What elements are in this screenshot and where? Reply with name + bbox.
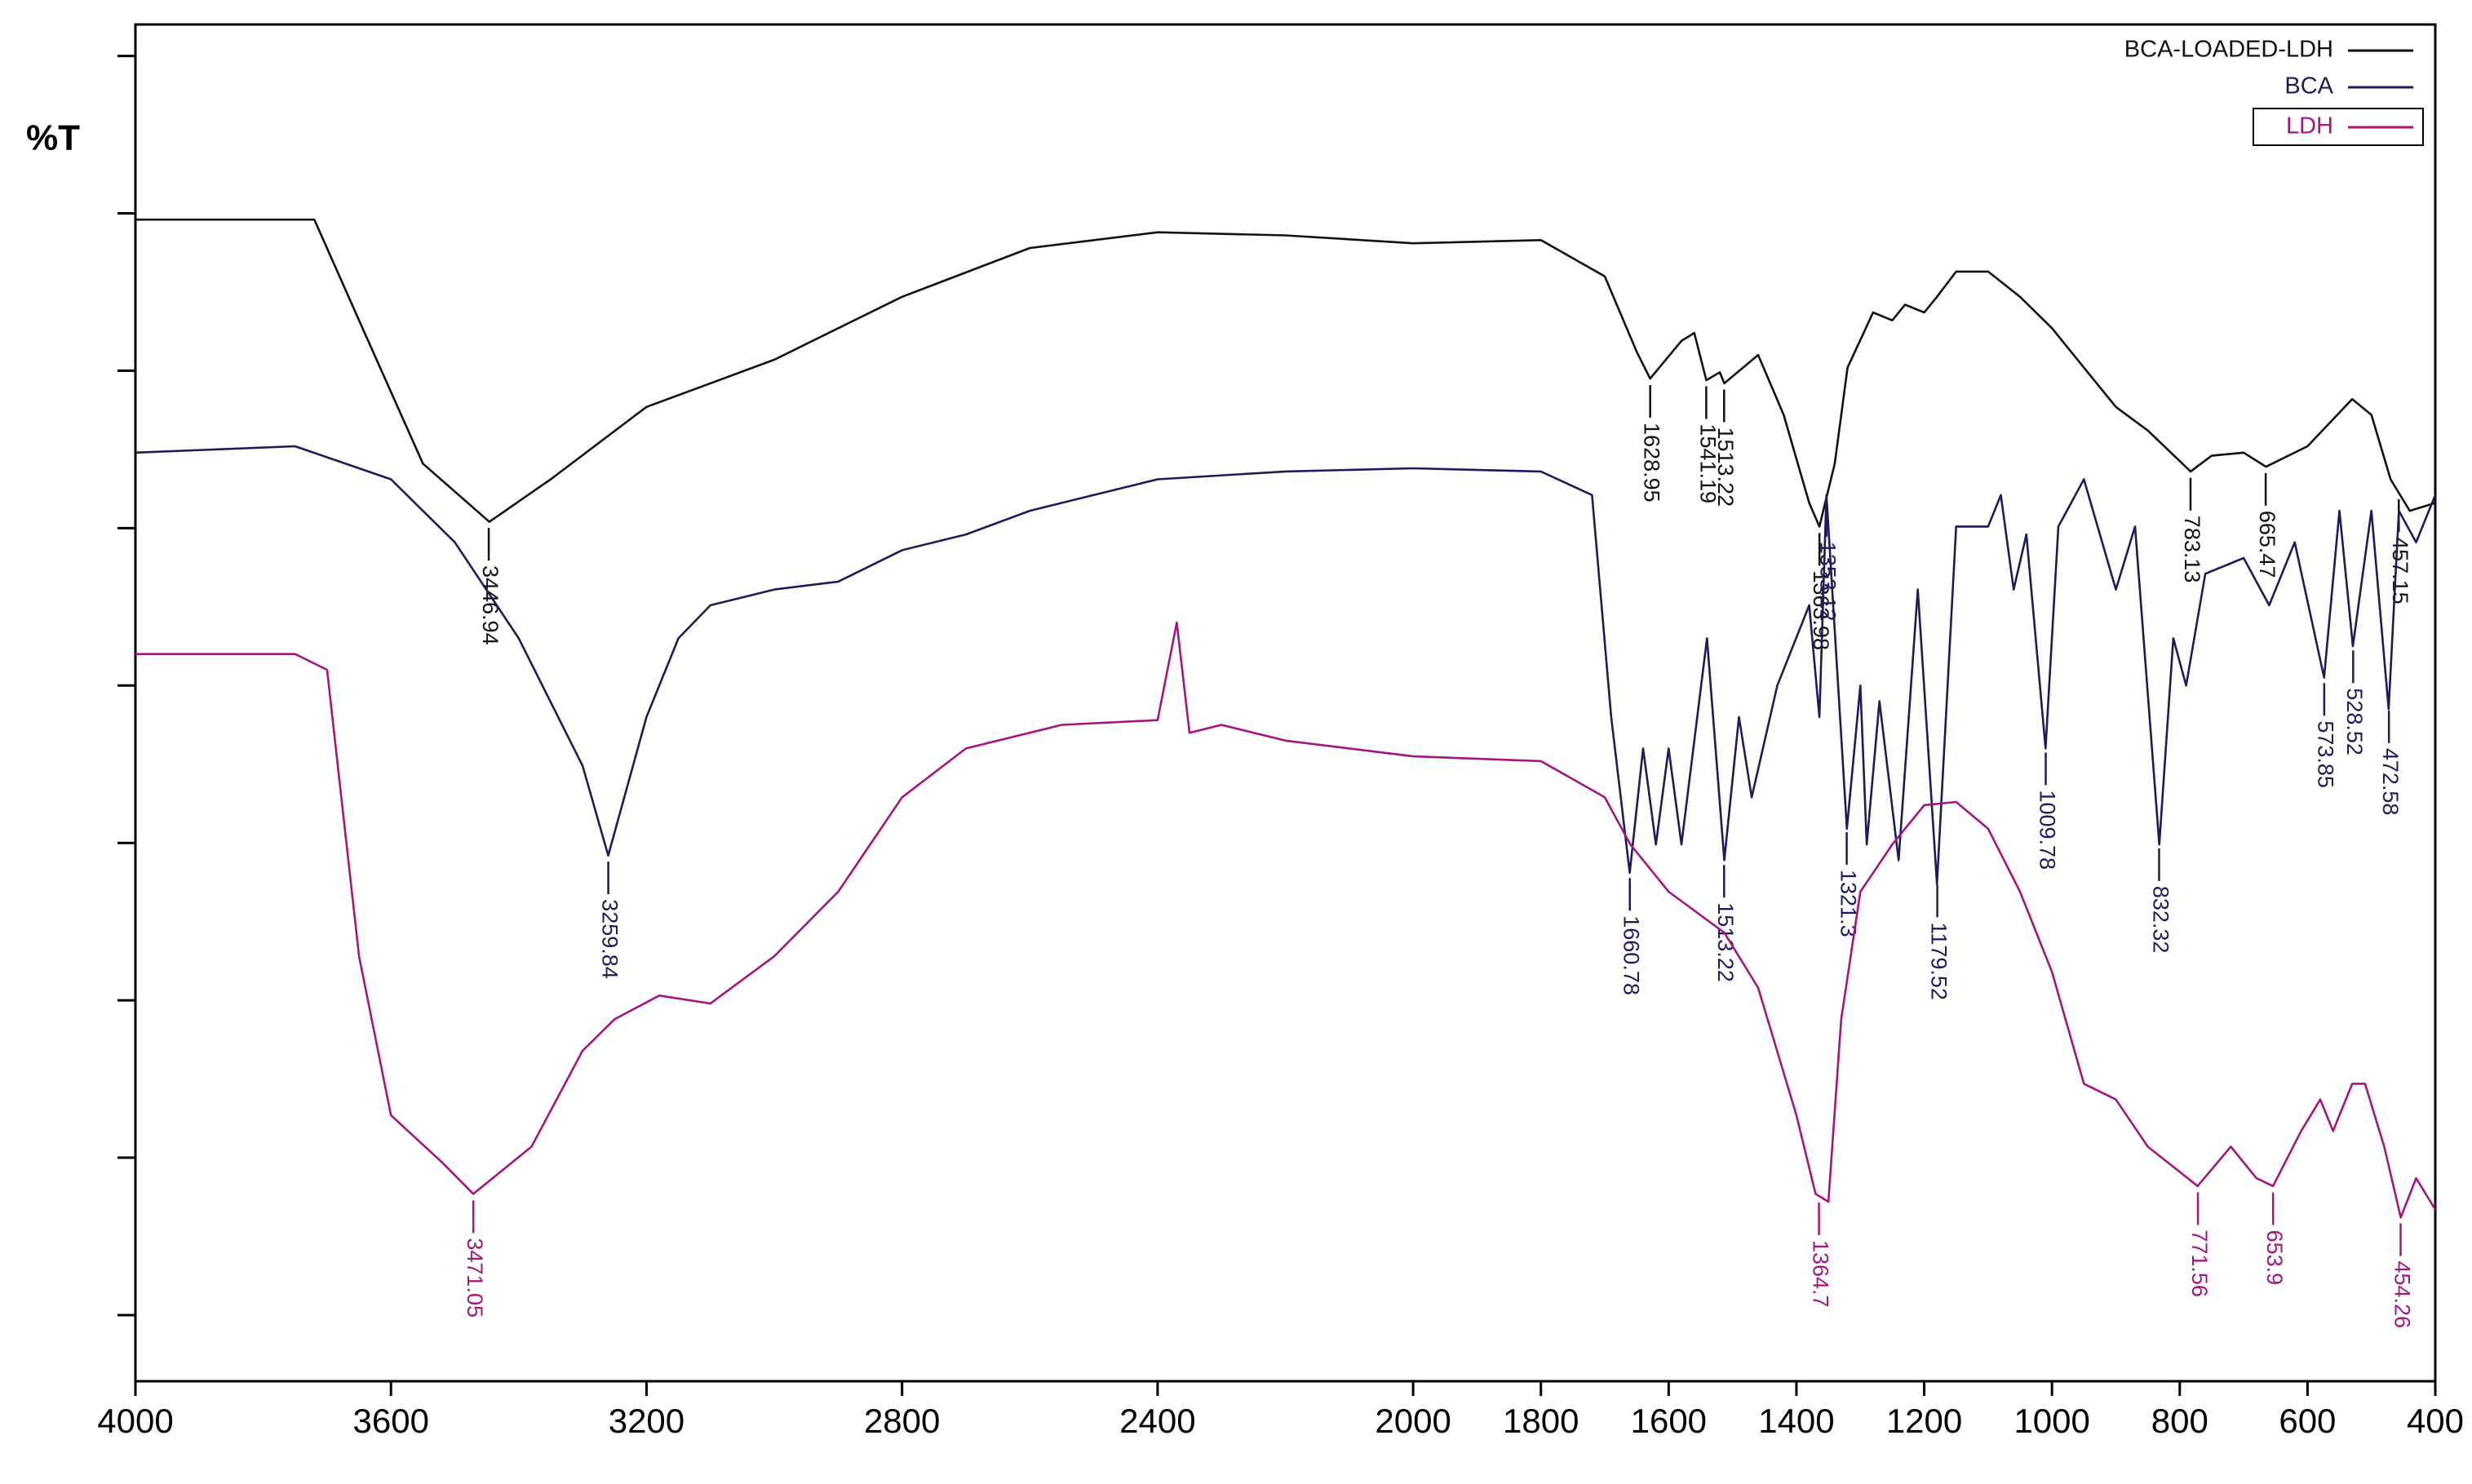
peak-label: 665.47	[2255, 511, 2279, 578]
peak-label: 472.58	[2378, 748, 2403, 816]
peak-label: 653.9	[2262, 1230, 2287, 1286]
y-axis-label: %T	[26, 118, 80, 158]
x-tick-label: 2000	[1375, 1402, 1451, 1440]
x-tick-label: 1600	[1631, 1402, 1707, 1440]
peak-label: 528.52	[2342, 688, 2367, 755]
peak-label: 771.56	[2187, 1229, 2212, 1297]
plot-frame	[134, 23, 2437, 1383]
peak-label: 573.85	[2314, 720, 2338, 788]
spectrum-line	[135, 621, 2437, 1219]
peak-label: 1364.7	[1808, 1240, 1832, 1308]
peak-label: 457.15	[2388, 537, 2412, 605]
peak-label: 1541.19	[1695, 423, 1720, 503]
peak-label: 454.26	[2390, 1260, 2414, 1328]
x-tick-label: 800	[2151, 1402, 2208, 1440]
legend-label: LDH	[2286, 113, 2333, 140]
legend-selection-box	[2253, 108, 2424, 146]
legend-label: BCA-LOADED-LDH	[2124, 37, 2333, 63]
peak-label: 1353.12	[1816, 542, 1841, 622]
peak-label: 3446.94	[478, 565, 503, 645]
peak-label: 1513.22	[1713, 427, 1738, 507]
x-tick-label: 400	[2407, 1402, 2464, 1440]
x-tick-label: 3600	[353, 1402, 429, 1440]
peak-label: 1513.22	[1713, 902, 1738, 982]
spectrum-line	[135, 218, 2436, 528]
x-tick-label: 1400	[1758, 1402, 1834, 1440]
x-tick-label: 2400	[1119, 1402, 1195, 1440]
legend-label: BCA	[2284, 73, 2333, 100]
x-tick-label: 2800	[864, 1402, 940, 1440]
x-tick-label: 1000	[2013, 1402, 2089, 1440]
peak-label: 783.13	[2180, 516, 2204, 583]
peak-label: 3259.84	[597, 899, 622, 979]
peak-label: 1179.52	[1926, 922, 1951, 1000]
peak-label: 832.32	[2148, 886, 2173, 954]
x-tick-label: 4000	[97, 1402, 173, 1440]
peak-label: 3471.05	[463, 1238, 487, 1318]
peak-label: 1321.3	[1836, 870, 1860, 937]
x-tick-label: 1200	[1886, 1402, 1962, 1440]
peak-label: 1628.95	[1640, 423, 1664, 503]
x-tick-label: 3200	[609, 1402, 684, 1440]
x-tick-label: 1800	[1503, 1402, 1579, 1440]
peak-label: 1660.78	[1619, 915, 1644, 995]
spectrum-line	[135, 445, 2437, 885]
x-tick-label: 600	[2279, 1402, 2336, 1440]
peak-label: 1009.78	[2035, 790, 2059, 870]
